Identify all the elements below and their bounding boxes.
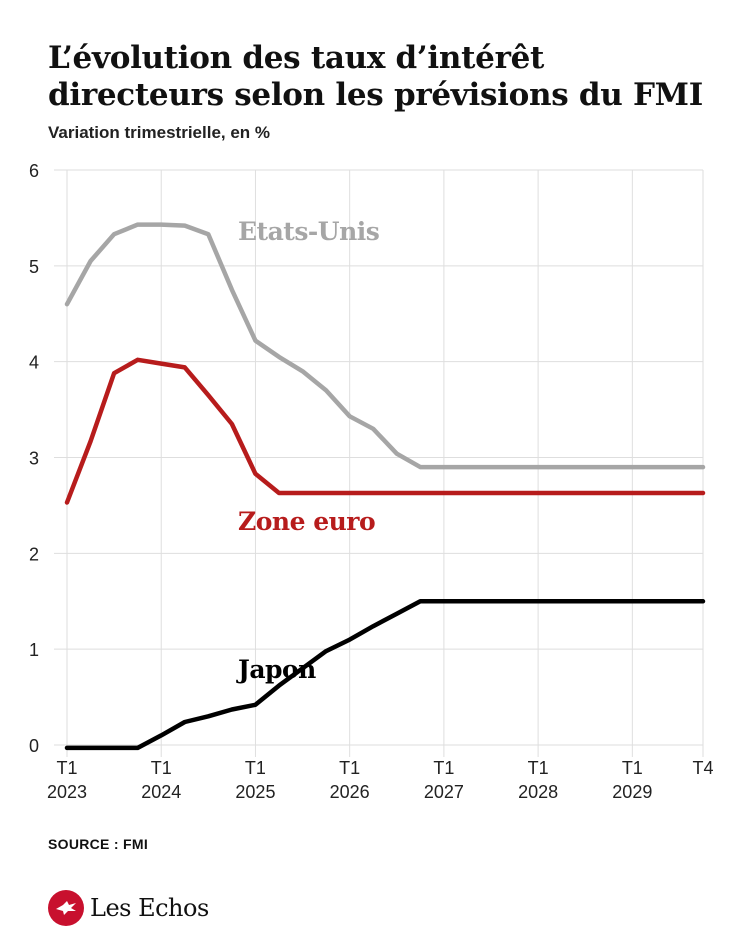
series-line-japon [64,599,706,751]
x-tick-label: T1 [339,758,360,778]
y-tick-label: 2 [29,544,39,564]
x-tick-label: T1 [151,758,172,778]
x-tick-label: T1 [433,758,454,778]
x-tick-label: T1 [245,758,266,778]
series-label-japon: Japon [236,655,316,684]
x-tick-label: 2028 [518,782,558,802]
x-tick-label: 2023 [47,782,87,802]
x-tick-label: 2029 [612,782,652,802]
series-line-zone-euro [64,357,706,505]
x-tick-label: 2027 [424,782,464,802]
y-tick-label: 6 [29,161,39,181]
y-tick-label: 1 [29,640,39,660]
les-echos-logo: Les Echos [48,888,209,928]
source-note: SOURCE : FMI [48,836,149,852]
series-line-etats-unis [64,222,706,470]
x-tick-label: 2024 [141,782,181,802]
x-tick-label: T1 [56,758,77,778]
logo-text: Les Echos [90,894,209,922]
line-chart: 0 1 2 3 4 5 6 T1 2023 T1 2024 T1 2025 T1 2026 T1 2027 T1 2… [29,161,714,802]
les-echos-bird-icon [48,890,84,926]
y-tick-label: 0 [29,736,39,756]
chart-title: L’évolution des taux d’intérêt directeur… [48,40,703,113]
x-tick-label: 2025 [235,782,275,802]
y-tick-label: 5 [29,257,39,277]
x-tick-label: 2026 [330,782,370,802]
series-label-zone-euro: Zone euro [238,507,375,536]
y-tick-label: 3 [29,449,39,469]
x-tick-label: T1 [528,758,549,778]
x-tick-label: T1 [622,758,643,778]
y-tick-label: 4 [29,353,39,373]
series-label-etats-unis: Etats-Unis [238,217,380,246]
chart-subtitle: Variation trimestrielle, en % [48,123,271,142]
x-tick-label: T4 [692,758,713,778]
